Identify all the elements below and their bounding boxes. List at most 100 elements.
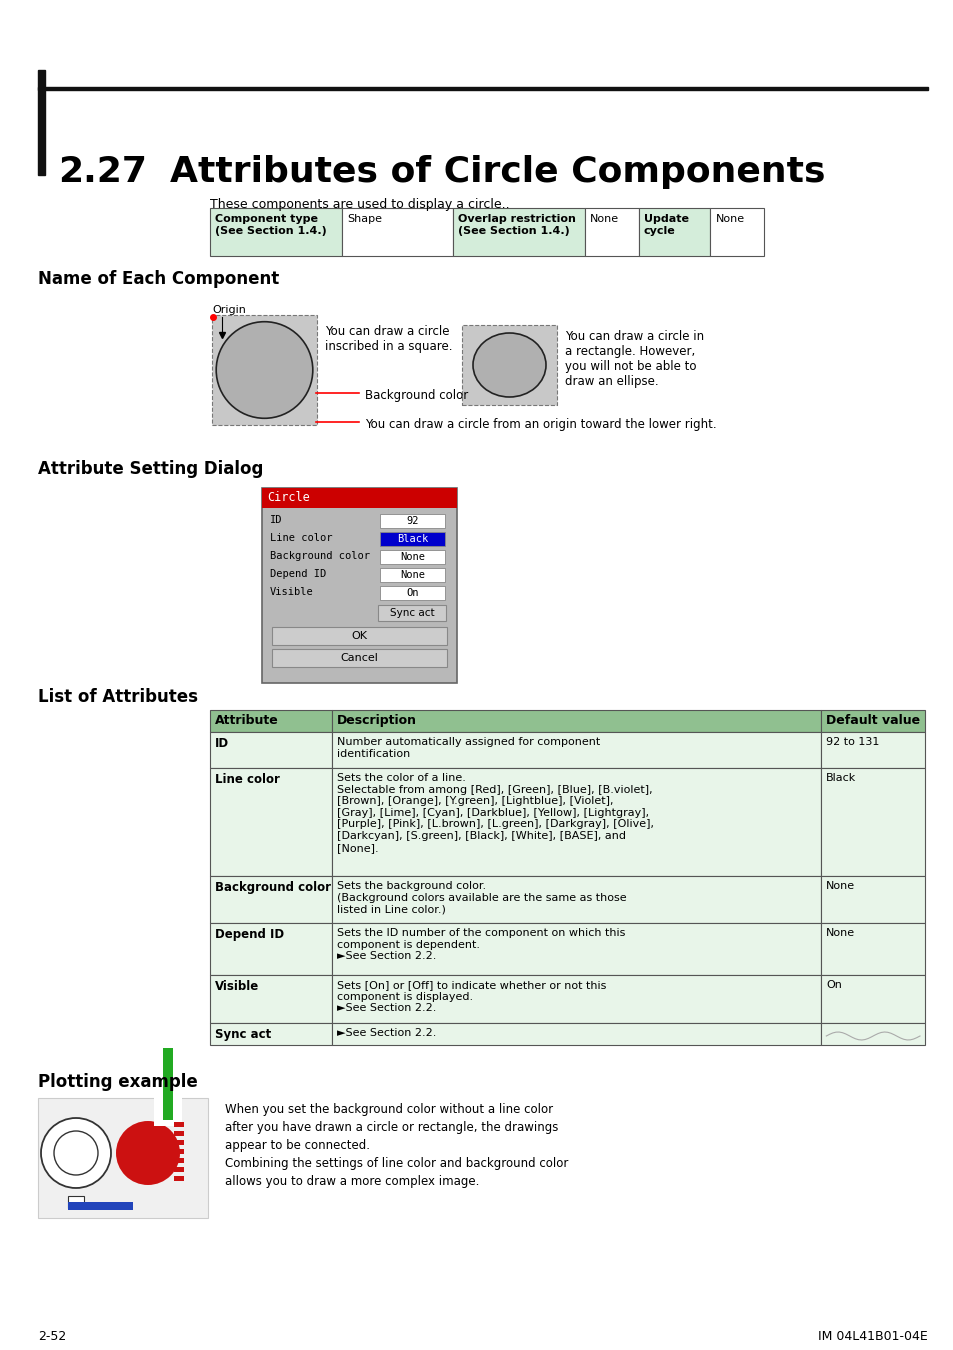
Text: Black: Black xyxy=(825,774,856,783)
Circle shape xyxy=(216,321,313,418)
Bar xyxy=(821,768,924,876)
Bar xyxy=(332,732,821,768)
Bar xyxy=(585,208,639,256)
Bar xyxy=(379,586,444,599)
Bar xyxy=(210,1023,332,1045)
Text: Line color: Line color xyxy=(270,533,333,543)
Text: Depend ID: Depend ID xyxy=(214,927,284,941)
Bar xyxy=(379,514,444,528)
Text: Sets the background color.
(Background colors available are the same as those
li: Sets the background color. (Background c… xyxy=(336,882,625,914)
Text: None: None xyxy=(590,215,618,224)
Text: You can draw a circle in
a rectangle. However,
you will not be able to
draw an e: You can draw a circle in a rectangle. Ho… xyxy=(564,329,703,387)
Bar xyxy=(821,732,924,768)
Bar xyxy=(38,1098,208,1218)
Bar xyxy=(210,975,332,1023)
Bar xyxy=(173,1131,184,1135)
Bar xyxy=(821,876,924,923)
Text: On: On xyxy=(825,980,841,990)
Text: Visible: Visible xyxy=(270,587,314,597)
Text: Sync act: Sync act xyxy=(214,1027,271,1041)
Bar xyxy=(332,768,821,876)
Bar xyxy=(163,1048,172,1120)
Text: Update
cycle: Update cycle xyxy=(643,215,688,236)
Text: List of Attributes: List of Attributes xyxy=(38,688,198,706)
Bar xyxy=(153,1066,182,1126)
Text: None: None xyxy=(399,552,424,562)
Text: Background color: Background color xyxy=(214,882,331,894)
Text: 92 to 131: 92 to 131 xyxy=(825,737,879,747)
Bar xyxy=(332,975,821,1023)
Bar xyxy=(173,1176,184,1181)
Text: Circle: Circle xyxy=(267,491,310,504)
Circle shape xyxy=(116,1120,180,1185)
Bar xyxy=(210,732,332,768)
Bar xyxy=(710,208,763,256)
Text: Shape: Shape xyxy=(347,215,382,224)
Bar xyxy=(461,325,557,405)
Text: Depend ID: Depend ID xyxy=(270,568,326,579)
Ellipse shape xyxy=(473,333,545,397)
Text: 2-52: 2-52 xyxy=(38,1330,66,1343)
Circle shape xyxy=(54,1131,98,1174)
Bar xyxy=(379,549,444,564)
Bar xyxy=(639,208,710,256)
Bar xyxy=(173,1122,184,1127)
Text: Number automatically assigned for component
identification: Number automatically assigned for compon… xyxy=(336,737,599,759)
Bar xyxy=(173,1158,184,1162)
Text: When you set the background color without a line color
after you have drawn a ci: When you set the background color withou… xyxy=(225,1103,568,1188)
Text: Background color: Background color xyxy=(365,389,468,402)
Text: On: On xyxy=(406,589,418,598)
Text: ID: ID xyxy=(214,737,229,751)
Text: Sets [On] or [Off] to indicate whether or not this
component is displayed.
►See : Sets [On] or [Off] to indicate whether o… xyxy=(336,980,605,1014)
Bar xyxy=(342,208,453,256)
Text: Line color: Line color xyxy=(214,774,279,786)
Text: Attributes of Circle Components: Attributes of Circle Components xyxy=(170,155,824,189)
Text: None: None xyxy=(825,882,855,891)
Text: Visible: Visible xyxy=(214,980,259,994)
Text: OK: OK xyxy=(351,630,367,641)
Bar xyxy=(38,70,45,176)
Text: Default value: Default value xyxy=(825,714,920,728)
Text: Sync act: Sync act xyxy=(389,608,434,618)
Text: Sets the ID number of the component on which this
component is dependent.
►See S: Sets the ID number of the component on w… xyxy=(336,927,624,961)
Text: Black: Black xyxy=(396,535,428,544)
Bar xyxy=(210,876,332,923)
Text: Attribute Setting Dialog: Attribute Setting Dialog xyxy=(38,460,263,478)
Text: Plotting example: Plotting example xyxy=(38,1073,197,1091)
Text: None: None xyxy=(399,570,424,580)
Bar xyxy=(332,710,821,732)
Text: None: None xyxy=(825,927,855,938)
Bar xyxy=(173,1139,184,1145)
Text: Component type
(See Section 1.4.): Component type (See Section 1.4.) xyxy=(214,215,327,236)
Bar xyxy=(210,768,332,876)
Bar xyxy=(212,315,316,425)
Text: Background color: Background color xyxy=(270,551,370,562)
Bar xyxy=(332,923,821,975)
Bar xyxy=(821,710,924,732)
Bar xyxy=(453,208,585,256)
Bar xyxy=(272,649,447,667)
Text: Description: Description xyxy=(336,714,416,728)
Text: Attribute: Attribute xyxy=(214,714,278,728)
Text: These components are used to display a circle..: These components are used to display a c… xyxy=(210,198,509,211)
Bar xyxy=(38,86,927,90)
Bar xyxy=(173,1166,184,1172)
Text: Cancel: Cancel xyxy=(340,653,378,663)
Text: 2.27: 2.27 xyxy=(58,155,147,189)
Bar xyxy=(262,487,456,508)
Bar xyxy=(821,923,924,975)
Text: You can draw a circle
inscribed in a square.: You can draw a circle inscribed in a squ… xyxy=(325,325,452,352)
Text: ID: ID xyxy=(270,514,282,525)
Bar xyxy=(332,1023,821,1045)
Text: Sets the color of a line.
Selectable from among [Red], [Green], [Blue], [B.viole: Sets the color of a line. Selectable fro… xyxy=(336,774,653,853)
Bar xyxy=(377,605,446,621)
Circle shape xyxy=(41,1118,111,1188)
Bar xyxy=(821,1023,924,1045)
Text: 92: 92 xyxy=(406,516,418,526)
Text: None: None xyxy=(715,215,744,224)
Text: IM 04L41B01-04E: IM 04L41B01-04E xyxy=(818,1330,927,1343)
Bar xyxy=(821,975,924,1023)
Bar xyxy=(210,208,342,256)
Text: Overlap restriction
(See Section 1.4.): Overlap restriction (See Section 1.4.) xyxy=(457,215,576,236)
Text: Name of Each Component: Name of Each Component xyxy=(38,270,279,288)
